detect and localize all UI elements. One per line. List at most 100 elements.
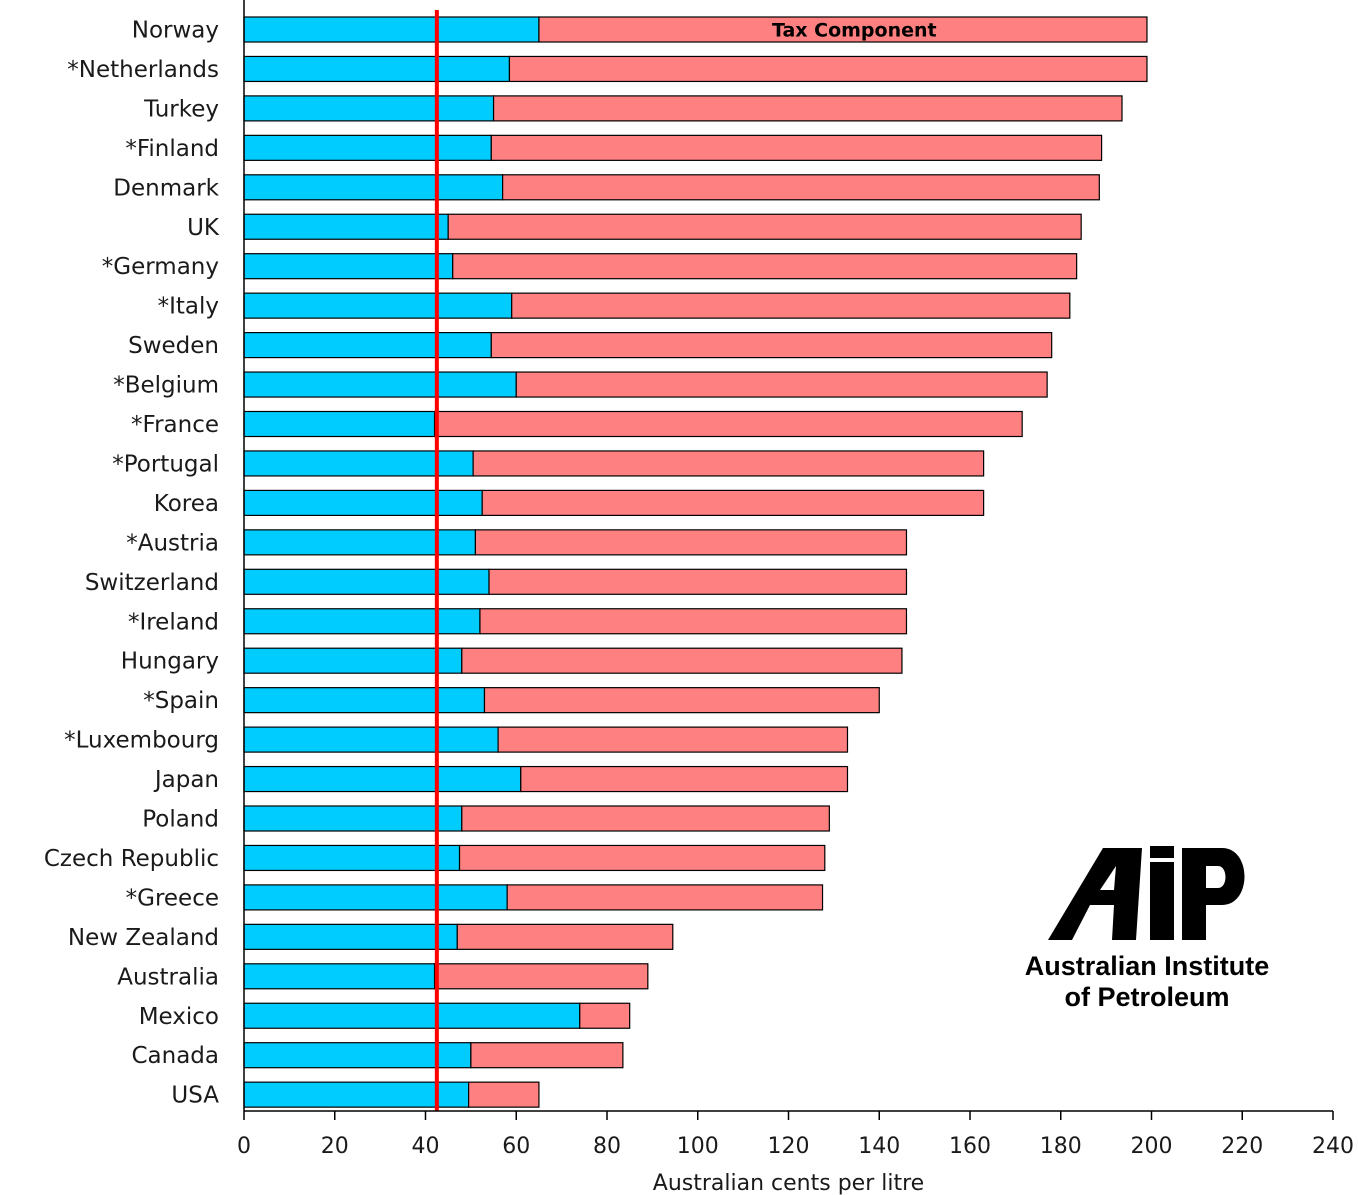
- x-axis: 0 20 40 60 80 100 120 140 160 180 200 220 240: [237, 0, 1354, 1159]
- tax-component-annotation: Tax Component: [772, 20, 937, 42]
- category-label: Korea: [154, 491, 219, 517]
- category-label: *Germany: [102, 254, 219, 280]
- bar-tax-12: [481, 489, 985, 516]
- bar-base-1: [243, 55, 511, 83]
- bar-tax-20: [461, 805, 830, 832]
- category-label: Australia: [117, 964, 219, 990]
- bar-base-9: [243, 371, 517, 398]
- category-label: Denmark: [113, 175, 219, 201]
- bar-tax-13: [474, 529, 908, 556]
- category-label: Czech Republic: [44, 846, 219, 872]
- bar-base-7: [243, 292, 513, 319]
- bar-base-24: [243, 963, 436, 990]
- bar-base-25: [243, 1002, 581, 1029]
- x-tick-label: 140: [858, 1134, 900, 1159]
- bar-tax-24: [433, 963, 649, 990]
- bar-base-4: [243, 174, 504, 201]
- bar-tax-1: [508, 55, 1148, 83]
- bar-tax-8: [490, 332, 1053, 359]
- bar-base-6: [243, 253, 454, 280]
- bar-tax-3: [490, 134, 1103, 161]
- category-label: Switzerland: [85, 570, 219, 596]
- bar-tax-10: [433, 410, 1023, 438]
- x-tick-label: 200: [1131, 1134, 1173, 1159]
- category-label: *Greece: [126, 885, 219, 911]
- bar-base-14: [243, 568, 490, 595]
- category-label: UK: [187, 215, 220, 241]
- x-tick-label: 240: [1312, 1134, 1354, 1159]
- category-label: *Austria: [126, 530, 219, 556]
- bar-tax-7: [511, 292, 1071, 319]
- category-label: *Luxembourg: [64, 728, 219, 754]
- bar-tax-23: [456, 923, 674, 950]
- aip-logo: Australian Institute of Petroleum: [1018, 846, 1276, 1026]
- bar-tax-4: [502, 174, 1100, 201]
- bar-tax-22: [506, 884, 824, 911]
- bar-base-3: [243, 134, 492, 161]
- logo-line-2: of Petroleum: [1064, 982, 1229, 1012]
- x-tick-label: 120: [768, 1134, 810, 1159]
- bar-tax-19: [520, 765, 849, 793]
- category-label: Sweden: [128, 333, 219, 359]
- category-labels: Norway *Netherlands Turkey *Finland Denmark U…: [44, 18, 220, 1109]
- x-tick-label: 220: [1221, 1134, 1263, 1159]
- bar-base-19: [243, 765, 522, 793]
- category-label: New Zealand: [68, 925, 219, 951]
- bar-tax-11: [472, 450, 985, 477]
- bar-base-10: [243, 410, 436, 438]
- x-tick-label: 100: [677, 1134, 719, 1159]
- category-label: *Ireland: [128, 609, 219, 635]
- x-tick-label: 20: [321, 1134, 349, 1159]
- category-label: Japan: [153, 767, 219, 793]
- bar-base-26: [243, 1042, 472, 1069]
- bar-tax-18: [497, 726, 849, 753]
- bar-tax-6: [452, 253, 1078, 280]
- category-label: *Portugal: [112, 451, 219, 477]
- bar-tax-25: [579, 1002, 631, 1029]
- category-label: *France: [131, 412, 219, 438]
- category-label: *Spain: [143, 688, 219, 714]
- x-axis-title: Australian cents per litre: [653, 1171, 924, 1195]
- bar-base-22: [243, 884, 508, 911]
- bar-tax-15: [479, 608, 908, 635]
- bar-tax-26: [470, 1042, 624, 1069]
- bar-tax-17: [483, 687, 880, 714]
- bar-tax-5: [447, 213, 1082, 240]
- aip-logo-mark: [1048, 846, 1245, 940]
- category-label: *Finland: [125, 136, 219, 162]
- category-label: Norway: [132, 18, 219, 44]
- bar-base-20: [243, 805, 463, 832]
- x-tick-label: 180: [1040, 1134, 1082, 1159]
- bar-tax-9: [515, 371, 1048, 398]
- category-label: Turkey: [143, 96, 219, 122]
- category-label: *Italy: [158, 294, 219, 320]
- bar-tax-21: [458, 844, 826, 872]
- bar-base-5: [243, 213, 449, 240]
- category-label: *Belgium: [113, 373, 219, 399]
- bar-base-12: [243, 489, 483, 516]
- bar-base-21: [243, 844, 461, 872]
- x-tick-label: 60: [502, 1134, 530, 1159]
- x-tick-label: 0: [237, 1134, 251, 1159]
- x-tick-label: 80: [593, 1134, 621, 1159]
- bar-base-2: [243, 95, 495, 122]
- x-tick-label: 160: [949, 1134, 991, 1159]
- category-label: Mexico: [139, 1004, 219, 1030]
- category-label: *Netherlands: [67, 57, 219, 83]
- bar-tax-27: [468, 1081, 540, 1108]
- bar-base-17: [243, 687, 486, 714]
- bar-base-15: [243, 608, 481, 635]
- logo-line-1: Australian Institute: [1025, 951, 1270, 981]
- x-tick-label: 40: [412, 1134, 440, 1159]
- category-label: Hungary: [121, 649, 219, 675]
- bar-tax-14: [488, 568, 908, 595]
- bar-base-0: [243, 16, 540, 43]
- bar-tax-2: [492, 95, 1123, 122]
- category-label: Poland: [142, 807, 219, 833]
- bar-tax-0: [538, 16, 1148, 43]
- category-label: USA: [171, 1083, 219, 1109]
- bar-base-18: [243, 726, 499, 753]
- bar-tax-16: [461, 647, 903, 674]
- bar-base-23: [243, 923, 458, 950]
